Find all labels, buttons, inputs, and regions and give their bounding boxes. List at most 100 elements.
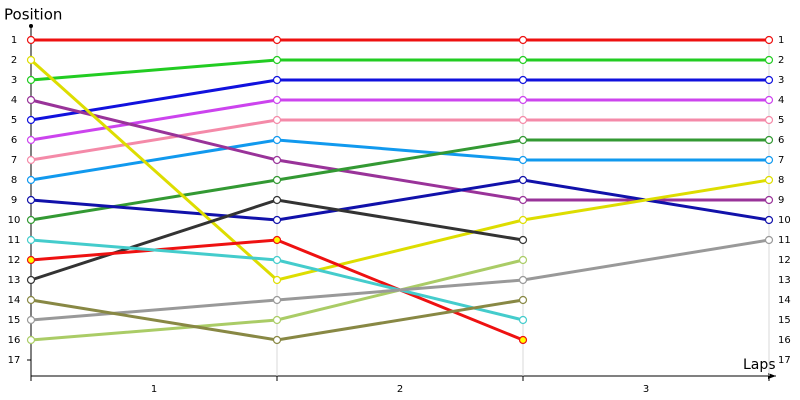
- position-marker: [518, 55, 528, 65]
- position-marker: [272, 335, 282, 345]
- y-tick-label-right: 17: [778, 355, 791, 366]
- position-marker: [272, 315, 282, 325]
- y-tick-label: 15: [8, 315, 21, 326]
- y-tick-label: 16: [8, 335, 21, 346]
- y-tick-label-right: 3: [778, 75, 784, 86]
- series-line: [30, 138, 769, 222]
- y-tick-label-right: 6: [778, 135, 784, 146]
- position-marker: [26, 275, 36, 285]
- y-tick-label-right: 5: [778, 115, 784, 126]
- y-tick-label-right: 2: [778, 55, 784, 66]
- position-marker: [26, 35, 36, 45]
- y-tick-label: 10: [8, 215, 21, 226]
- position-marker: [272, 115, 282, 125]
- position-marker: [518, 295, 528, 305]
- series-line: [30, 58, 769, 82]
- y-tick-label: 6: [11, 135, 17, 146]
- position-marker: [518, 155, 528, 165]
- position-marker: [272, 135, 282, 145]
- position-marker: [518, 255, 528, 265]
- position-marker: [518, 175, 528, 185]
- position-marker: [26, 135, 36, 145]
- position-marker: [518, 115, 528, 125]
- position-marker: [518, 335, 528, 345]
- position-marker: [272, 95, 282, 105]
- y-tick-label-right: 9: [778, 195, 784, 206]
- position-marker: [272, 75, 282, 85]
- position-marker: [764, 35, 774, 45]
- x-axis-arrow: [768, 373, 776, 379]
- position-marker: [272, 155, 282, 165]
- y-axis-end: [29, 24, 33, 28]
- position-marker: [764, 95, 774, 105]
- y-tick-label: 14: [8, 295, 21, 306]
- position-marker: [518, 75, 528, 85]
- position-marker: [272, 55, 282, 65]
- series-line: [30, 58, 770, 282]
- position-marker: [26, 175, 36, 185]
- position-marker: [272, 275, 282, 285]
- position-marker: [764, 55, 774, 65]
- position-marker: [518, 235, 528, 245]
- position-marker: [764, 135, 774, 145]
- position-marker: [272, 35, 282, 45]
- position-marker: [518, 95, 528, 105]
- y-tick-label-right: 4: [778, 95, 784, 106]
- series-line: [30, 98, 769, 142]
- y-tick-label-right: 16: [778, 335, 791, 346]
- position-marker: [272, 195, 282, 205]
- x-axis-label: Laps: [743, 357, 776, 373]
- y-tick-label-right: 8: [778, 175, 784, 186]
- y-axis-label: Position: [4, 6, 62, 24]
- position-marker: [764, 115, 774, 125]
- y-tick-label-right: 10: [778, 215, 791, 226]
- y-tick-label: 2: [11, 55, 17, 66]
- y-tick-label: 17: [8, 355, 21, 366]
- y-tick-label: 3: [11, 75, 17, 86]
- x-tick-label: 1: [151, 384, 157, 395]
- x-tick-label: 3: [643, 384, 649, 395]
- y-tick-label: 4: [11, 95, 17, 106]
- series-line: [30, 78, 769, 122]
- position-marker: [764, 75, 774, 85]
- position-marker: [26, 295, 36, 305]
- position-marker: [26, 95, 36, 105]
- y-tick-label: 9: [11, 195, 17, 206]
- position-marker: [272, 295, 282, 305]
- y-tick-label: 5: [11, 115, 17, 126]
- y-tick-label-right: 11: [778, 235, 791, 246]
- x-tick-label: 2: [397, 384, 403, 395]
- y-tick-label-right: 12: [778, 255, 791, 266]
- position-marker: [26, 315, 36, 325]
- y-tick-label: 12: [8, 255, 21, 266]
- position-marker: [518, 135, 528, 145]
- y-tick-label: 8: [11, 175, 17, 186]
- position-marker: [26, 55, 36, 65]
- position-marker: [272, 235, 282, 245]
- position-marker: [272, 255, 282, 265]
- position-marker: [764, 195, 774, 205]
- position-marker: [764, 175, 774, 185]
- series-line: [30, 138, 769, 182]
- position-marker: [26, 215, 36, 225]
- position-marker: [26, 335, 36, 345]
- y-tick-label: 11: [8, 235, 21, 246]
- series-line: [30, 238, 770, 322]
- y-tick-label-right: 14: [778, 295, 791, 306]
- y-tick-label-right: 7: [778, 155, 784, 166]
- position-marker: [272, 215, 282, 225]
- position-marker: [26, 255, 36, 265]
- y-tick-label: 1: [11, 35, 17, 46]
- position-marker: [26, 195, 36, 205]
- y-tick-label-right: 1: [778, 35, 784, 46]
- position-marker: [764, 215, 774, 225]
- y-tick-label: 13: [8, 275, 21, 286]
- position-marker: [518, 275, 528, 285]
- position-marker: [518, 35, 528, 45]
- position-marker: [764, 155, 774, 165]
- position-marker: [272, 175, 282, 185]
- y-tick-label-right: 13: [778, 275, 791, 286]
- y-tick-label-right: 15: [778, 315, 791, 326]
- y-tick-label: 7: [11, 155, 17, 166]
